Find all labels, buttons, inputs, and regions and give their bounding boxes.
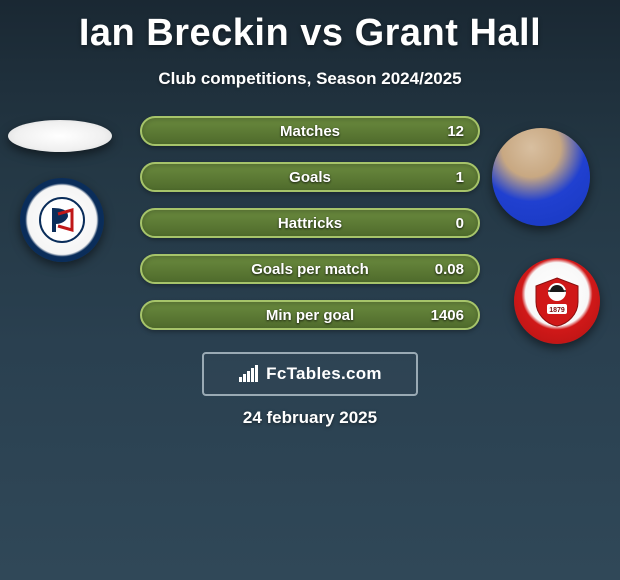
stat-right-value: 12 — [434, 123, 464, 140]
stat-bar: Goals 1 — [140, 162, 480, 192]
stat-right-value: 0.08 — [434, 261, 464, 278]
brand-box: FcTables.com — [202, 352, 418, 396]
stat-label: Goals per match — [251, 261, 369, 278]
stat-label: Min per goal — [266, 307, 354, 324]
bars-icon — [238, 365, 260, 383]
stat-bar: Min per goal 1406 — [140, 300, 480, 330]
stat-label: Goals — [289, 169, 331, 186]
stat-bar: Matches 12 — [140, 116, 480, 146]
stat-row: Goals per match 0.08 — [0, 246, 620, 292]
stat-right-value: 0 — [434, 215, 464, 232]
stat-row: Min per goal 1406 — [0, 292, 620, 338]
stat-label: Matches — [280, 123, 340, 140]
stat-bar: Hattricks 0 — [140, 208, 480, 238]
date-text: 24 february 2025 — [0, 408, 620, 428]
stat-row: Matches 12 — [0, 108, 620, 154]
subtitle: Club competitions, Season 2024/2025 — [0, 69, 620, 89]
stat-right-value: 1 — [434, 169, 464, 186]
stat-row: Hattricks 0 — [0, 200, 620, 246]
stat-label: Hattricks — [278, 215, 342, 232]
stat-row: Goals 1 — [0, 154, 620, 200]
stats-area: Matches 12 Goals 1 Hattricks 0 Goals per… — [0, 108, 620, 338]
stat-right-value: 1406 — [431, 307, 464, 324]
page-title: Ian Breckin vs Grant Hall — [0, 0, 620, 55]
brand-text: FcTables.com — [266, 364, 382, 384]
stat-bar: Goals per match 0.08 — [140, 254, 480, 284]
